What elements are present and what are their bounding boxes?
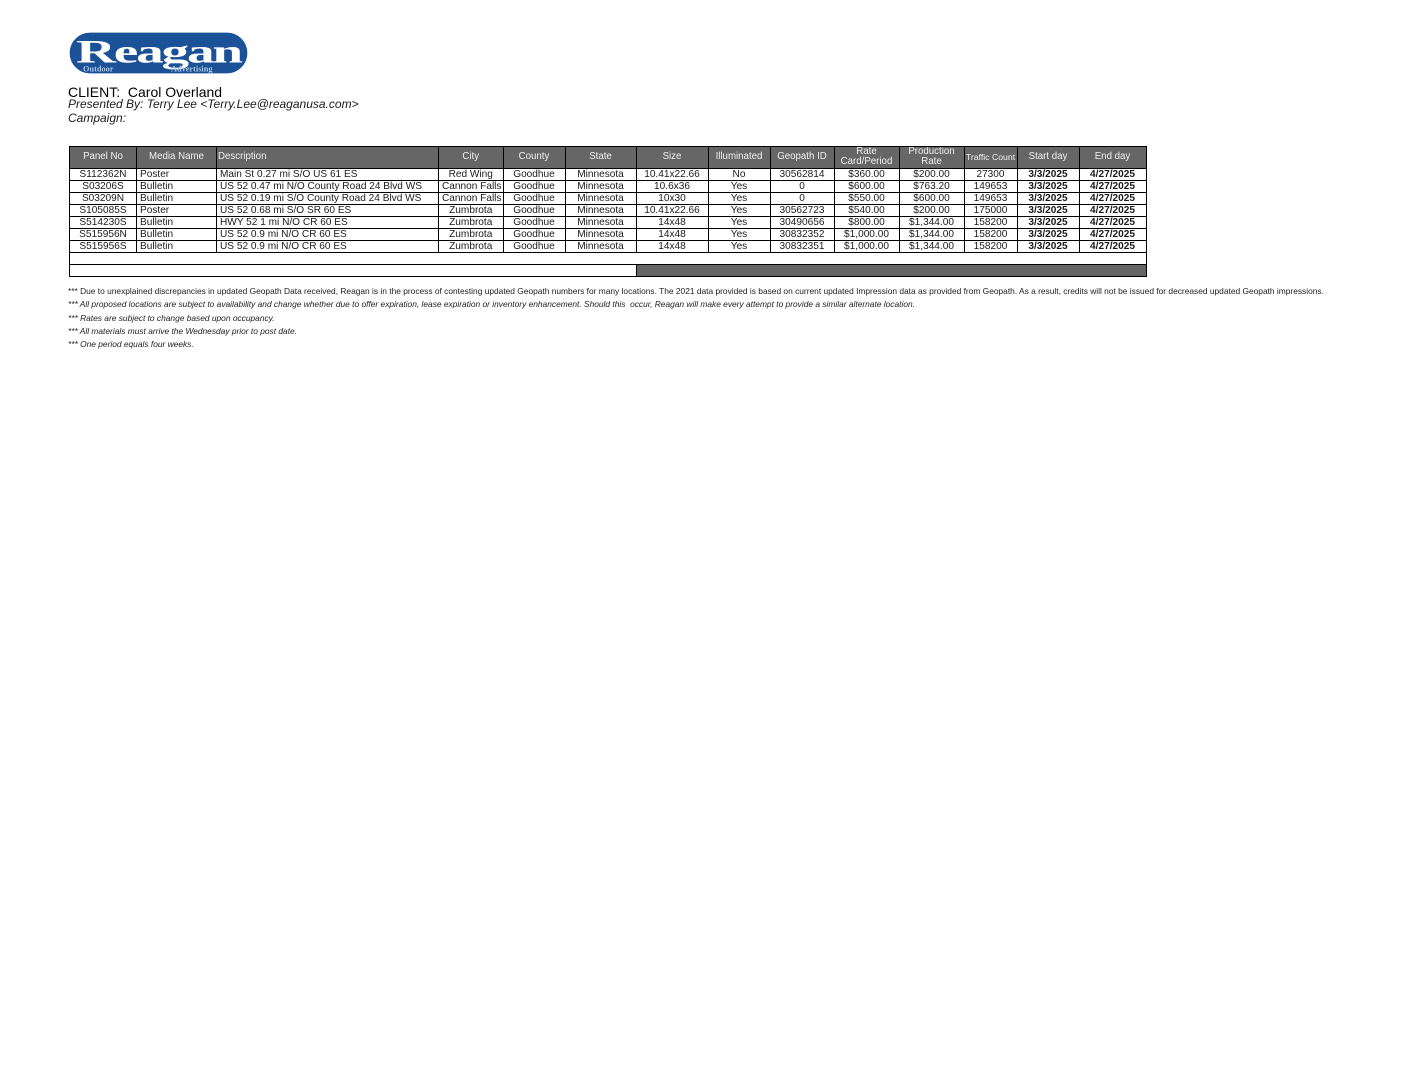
svg-text:Advertising: Advertising xyxy=(171,65,213,74)
svg-text:Outdoor: Outdoor xyxy=(83,65,114,74)
